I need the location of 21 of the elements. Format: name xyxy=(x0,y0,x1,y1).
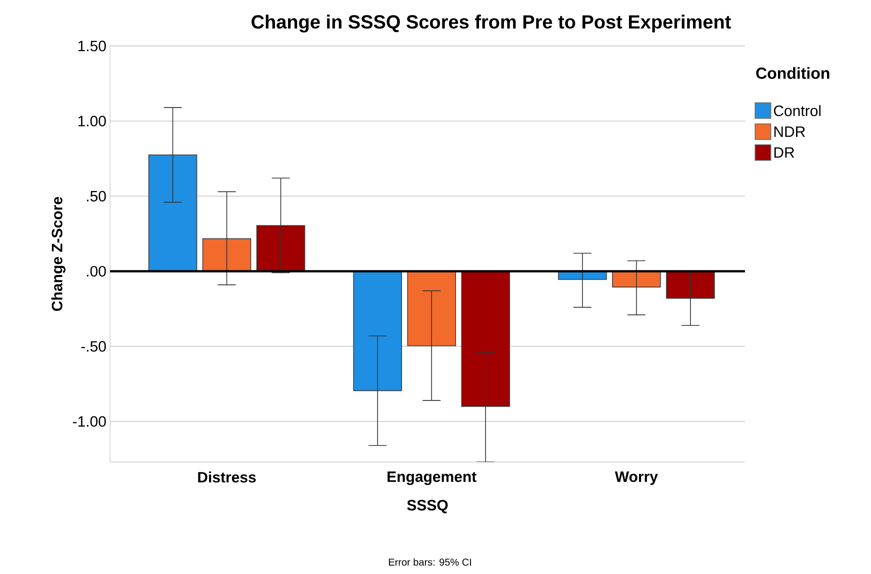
y-tick-label: 1.50 xyxy=(78,40,106,52)
bar xyxy=(353,270,402,392)
x-axis-title: SSSQ xyxy=(407,500,448,514)
bar xyxy=(148,154,198,272)
bar xyxy=(202,238,252,272)
y-tick-label: .50 xyxy=(86,190,106,202)
legend-label: Control xyxy=(774,105,821,116)
x-tick-label: Engagement xyxy=(388,472,476,486)
x-tick-label: Distress xyxy=(198,472,256,483)
y-axis-title: Change Z-Score xyxy=(51,197,66,311)
y-tick-label: 1.00 xyxy=(78,116,106,126)
legend-label: DR xyxy=(774,147,794,158)
y-tick-label: .00 xyxy=(86,266,106,277)
bar xyxy=(461,270,510,407)
text: Error bars: 95% CI xyxy=(388,558,471,566)
y-tick-label: -.50 xyxy=(81,341,106,352)
x-tick-label: Worry xyxy=(614,472,658,485)
y-tick-label: -1.00 xyxy=(72,416,106,427)
legend-title: Condition xyxy=(756,67,830,79)
legend-label: NDR xyxy=(774,126,805,137)
chart-title: Change in SSSQ Scores from Pre to Post Experiment xyxy=(252,14,731,32)
